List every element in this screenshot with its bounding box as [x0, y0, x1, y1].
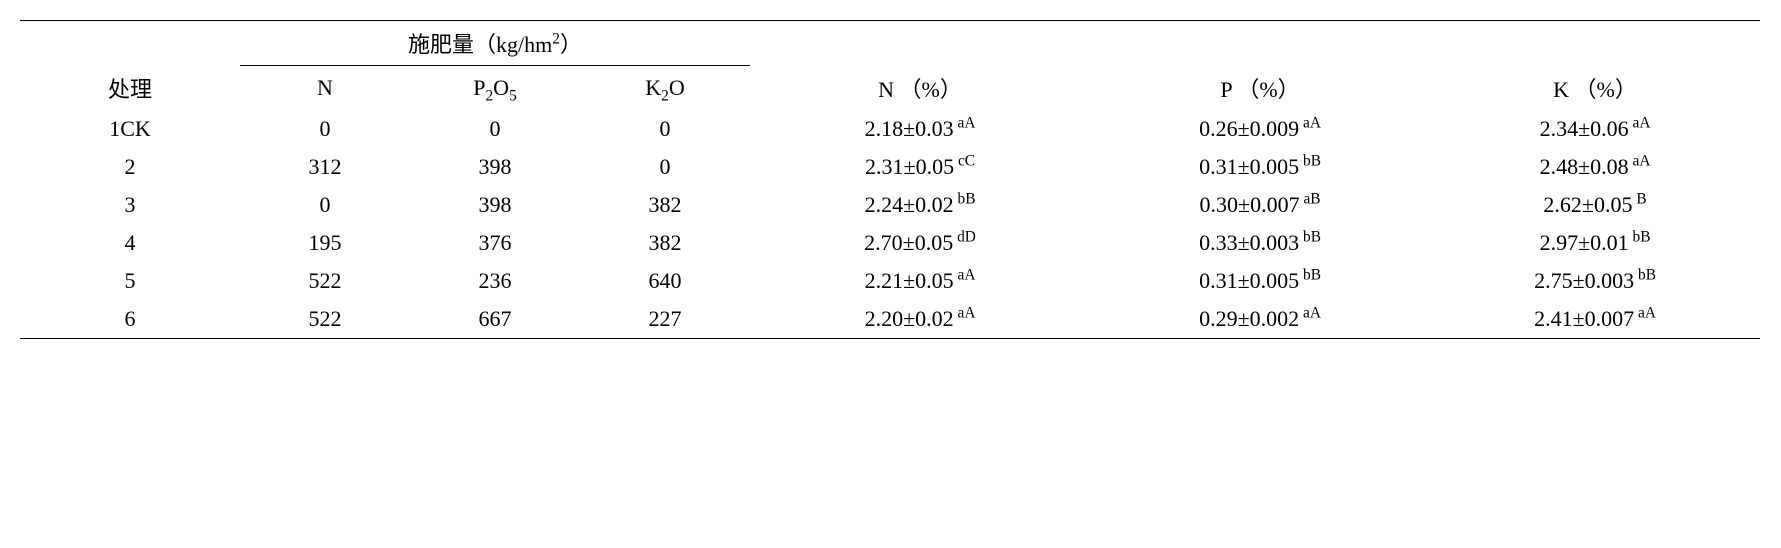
header-n-pct: N （%） — [750, 66, 1090, 110]
cell-n-pct: 2.20±0.02 aA — [750, 300, 1090, 339]
cell-p-fert: 236 — [410, 262, 580, 300]
table-row: 65226672272.20±0.02 aA0.29±0.002 aA2.41±… — [20, 300, 1760, 339]
header-k-fert: K2O — [580, 66, 750, 110]
cell-n-pct: 2.21±0.05 aA — [750, 262, 1090, 300]
cell-n-fert: 312 — [240, 148, 410, 186]
header-empty-3 — [1090, 21, 1430, 66]
cell-n-pct: 2.18±0.03 aA — [750, 110, 1090, 148]
cell-p-fert: 667 — [410, 300, 580, 339]
cell-p-fert: 376 — [410, 224, 580, 262]
cell-k-pct: 2.48±0.08 aA — [1430, 148, 1760, 186]
header-empty-4 — [1430, 21, 1760, 66]
table-row: 231239802.31±0.05 cC0.31±0.005 bB2.48±0.… — [20, 148, 1760, 186]
cell-k-pct: 2.62±0.05 B — [1430, 186, 1760, 224]
header-treatment: 处理 — [20, 66, 240, 110]
cell-p-pct: 0.29±0.002 aA — [1090, 300, 1430, 339]
cell-p-pct: 0.33±0.003 bB — [1090, 224, 1430, 262]
cell-n-fert: 0 — [240, 186, 410, 224]
table-row: 55222366402.21±0.05 aA0.31±0.005 bB2.75±… — [20, 262, 1760, 300]
cell-treatment: 3 — [20, 186, 240, 224]
cell-k-fert: 0 — [580, 148, 750, 186]
header-fertilizer-group: 施肥量（kg/hm2） — [240, 21, 750, 66]
cell-n-pct: 2.31±0.05 cC — [750, 148, 1090, 186]
cell-k-pct: 2.97±0.01 bB — [1430, 224, 1760, 262]
cell-n-fert: 195 — [240, 224, 410, 262]
cell-n-fert: 0 — [240, 110, 410, 148]
cell-k-fert: 227 — [580, 300, 750, 339]
cell-treatment: 4 — [20, 224, 240, 262]
cell-p-pct: 0.30±0.007 aB — [1090, 186, 1430, 224]
cell-k-fert: 382 — [580, 186, 750, 224]
cell-k-pct: 2.34±0.06 aA — [1430, 110, 1760, 148]
cell-treatment: 5 — [20, 262, 240, 300]
cell-k-pct: 2.41±0.007 aA — [1430, 300, 1760, 339]
cell-treatment: 1CK — [20, 110, 240, 148]
header-k-pct: K （%） — [1430, 66, 1760, 110]
table-row: 41953763822.70±0.05 dD0.33±0.003 bB2.97±… — [20, 224, 1760, 262]
fertilizer-table: 施肥量（kg/hm2） 处理 N P2O5 K2O N （%） P （%） K … — [20, 20, 1760, 339]
header-p-pct: P （%） — [1090, 66, 1430, 110]
fertilizer-group-label: 施肥量（kg/hm2） — [408, 32, 582, 57]
cell-k-fert: 0 — [580, 110, 750, 148]
cell-p-pct: 0.31±0.005 bB — [1090, 148, 1430, 186]
cell-n-fert: 522 — [240, 300, 410, 339]
cell-p-pct: 0.26±0.009 aA — [1090, 110, 1430, 148]
cell-k-pct: 2.75±0.003 bB — [1430, 262, 1760, 300]
cell-n-fert: 522 — [240, 262, 410, 300]
header-p-fert: P2O5 — [410, 66, 580, 110]
header-empty-1 — [20, 21, 240, 66]
cell-p-pct: 0.31±0.005 bB — [1090, 262, 1430, 300]
cell-p-fert: 398 — [410, 148, 580, 186]
table-row: 303983822.24±0.02 bB0.30±0.007 aB2.62±0.… — [20, 186, 1760, 224]
cell-k-fert: 640 — [580, 262, 750, 300]
table-row: 1CK0002.18±0.03 aA0.26±0.009 aA2.34±0.06… — [20, 110, 1760, 148]
table-body: 1CK0002.18±0.03 aA0.26±0.009 aA2.34±0.06… — [20, 110, 1760, 339]
cell-k-fert: 382 — [580, 224, 750, 262]
cell-n-pct: 2.70±0.05 dD — [750, 224, 1090, 262]
cell-treatment: 2 — [20, 148, 240, 186]
cell-p-fert: 398 — [410, 186, 580, 224]
cell-p-fert: 0 — [410, 110, 580, 148]
header-empty-2 — [750, 21, 1090, 66]
cell-n-pct: 2.24±0.02 bB — [750, 186, 1090, 224]
cell-treatment: 6 — [20, 300, 240, 339]
header-n-fert: N — [240, 66, 410, 110]
